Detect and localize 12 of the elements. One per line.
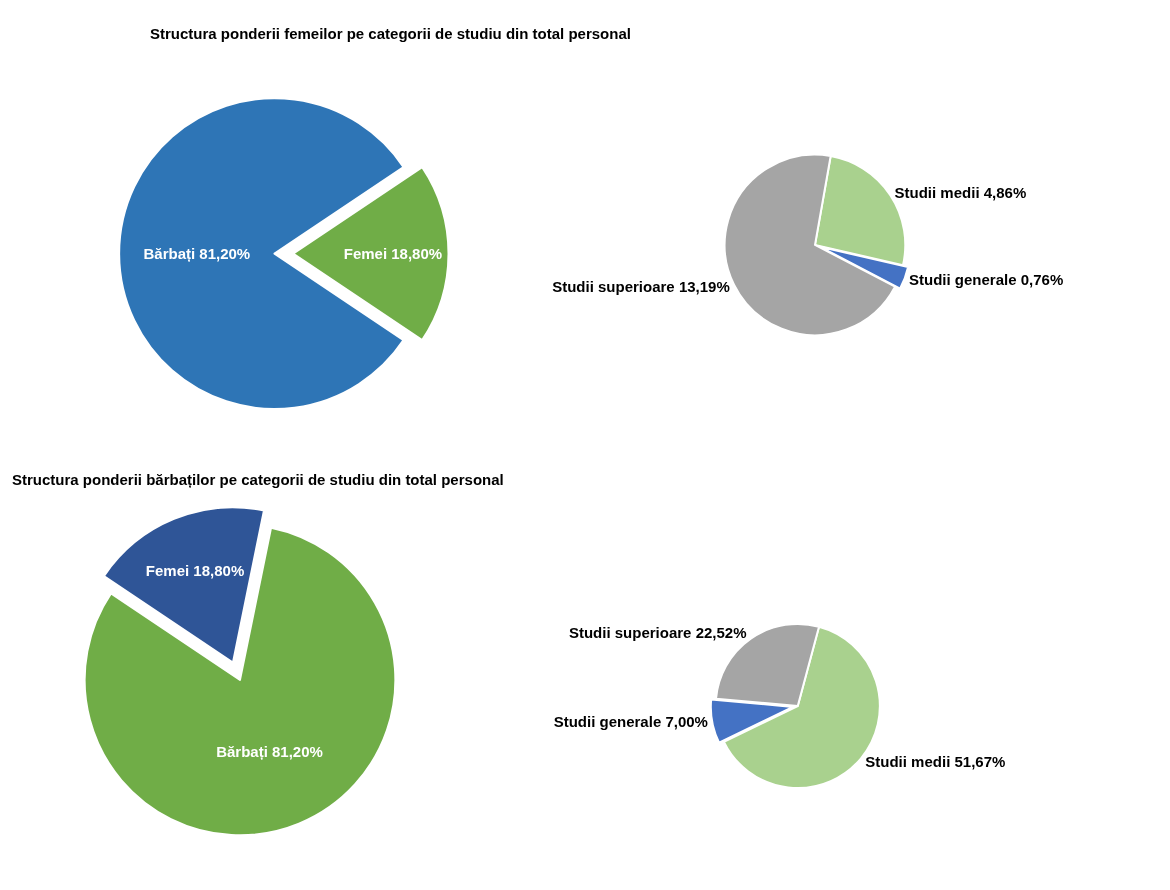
slice-label: Studii superioare 13,19%: [552, 277, 730, 295]
slice-label: Studii medii 51,67%: [865, 753, 1006, 771]
slice-label: Studii generale 7,00%: [553, 713, 708, 731]
slice-label: Bărbați 81,20%: [216, 743, 323, 761]
slice-label: Bărbați 81,20%: [143, 245, 251, 263]
slice-label: Femei 18,80%: [343, 245, 443, 263]
slice-label: Studii superioare 22,52%: [568, 624, 747, 642]
slice-label: Studii medii 4,86%: [894, 183, 1027, 201]
slice-label: Femei 18,80%: [145, 561, 245, 579]
chart-title: Structura ponderii bărbaților pe categorii de studiu din total personal: [12, 471, 504, 488]
chart-title: Structura ponderii femeilor pe categorii de studiu din total personal: [150, 25, 631, 42]
slice-label: Studii generale 0,76%: [909, 270, 1064, 288]
